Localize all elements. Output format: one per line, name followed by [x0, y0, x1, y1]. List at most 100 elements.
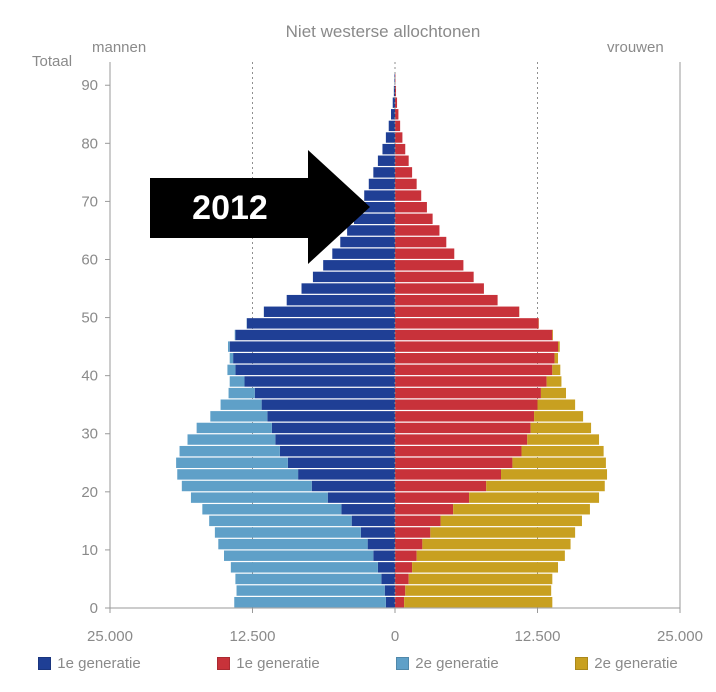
bar-men-1e-generatie: [246, 318, 395, 329]
x-tick-label: 25.000: [87, 628, 133, 645]
bar-men-2e-generatie: [210, 411, 268, 422]
left-side-label: mannen: [92, 39, 146, 56]
bar-women-2e-generatie: [534, 411, 584, 422]
bar-men-1e-generatie: [394, 74, 395, 85]
bar-women-1e-generatie: [395, 515, 441, 527]
bar-women-1e-generatie: [395, 504, 454, 515]
bar-women-2e-generatie: [412, 562, 559, 573]
bar-women-1e-generatie: [395, 294, 498, 306]
x-tick-label: 25.000: [657, 628, 703, 645]
plot-area: 0 10 20 30 40 50 60 70 80 90 25.000 12.500 0 12.500 25…: [81, 62, 703, 645]
bar-women-1e-generatie: [395, 445, 522, 457]
x-tick-label: 0: [391, 628, 399, 645]
bar-men-2e-generatie: [190, 492, 328, 503]
bar-women-1e-generatie: [395, 178, 417, 190]
arrow-head-icon: [308, 150, 370, 264]
bar-men-1e-generatie: [377, 155, 395, 166]
bar-women-1e-generatie: [395, 585, 406, 596]
legend-label: 2e generatie: [415, 654, 499, 672]
bar-men-1e-generatie: [360, 527, 395, 538]
bar-women-1e-generatie: [395, 538, 423, 550]
y-tick-label: 80: [81, 135, 98, 152]
bar-men-2e-generatie: [236, 585, 385, 596]
bar-women-1e-generatie: [395, 213, 433, 225]
bar-women-2e-generatie: [527, 434, 600, 445]
bar-men-2e-generatie: [227, 341, 230, 352]
bar-men-1e-generatie: [229, 341, 395, 352]
bar-men-2e-generatie: [227, 364, 236, 376]
bar-men-2e-generatie: [234, 596, 386, 608]
legend-item: 1e generatie: [217, 654, 320, 672]
bar-men-1e-generatie: [341, 504, 395, 515]
bar-men-1e-generatie: [368, 178, 395, 190]
bar-men-1e-generatie: [323, 260, 395, 271]
y-tick-label: 70: [81, 193, 98, 210]
bar-women-1e-generatie: [395, 190, 422, 201]
bar-men-1e-generatie: [298, 469, 395, 480]
legend-label: 1e generatie: [57, 654, 141, 672]
bar-men-1e-generatie: [377, 562, 395, 573]
bar-men-1e-generatie: [392, 97, 395, 108]
bar-women-1e-generatie: [395, 353, 555, 364]
bar-women-1e-generatie: [395, 596, 405, 608]
legend-label: 2e generatie: [594, 654, 678, 672]
bar-men-1e-generatie: [235, 329, 395, 341]
bar-men-2e-generatie: [179, 445, 280, 457]
year-annotation-arrow: 2012: [150, 150, 440, 265]
bar-women-1e-generatie: [395, 271, 474, 283]
bar-women-1e-generatie: [395, 167, 413, 178]
bar-women-2e-generatie: [408, 573, 553, 585]
y-tick-label: 60: [81, 251, 98, 268]
bar-men-2e-generatie: [229, 353, 234, 364]
bar-men-1e-generatie: [373, 167, 395, 178]
bar-men-1e-generatie: [327, 492, 395, 503]
bar-women-2e-generatie: [416, 550, 565, 561]
bar-women-1e-generatie: [395, 97, 398, 108]
bar-women-1e-generatie: [395, 341, 559, 352]
bar-women-1e-generatie: [395, 225, 440, 236]
bar-men-1e-generatie: [388, 120, 395, 132]
bar-men-1e-generatie: [287, 457, 395, 468]
bar-men-2e-generatie: [218, 538, 368, 550]
legend-item: 2e generatie: [575, 654, 678, 672]
bar-women-1e-generatie: [395, 422, 531, 434]
y-tick-label: 40: [81, 368, 98, 385]
bar-women-1e-generatie: [395, 236, 447, 248]
bar-women-2e-generatie: [430, 527, 576, 538]
legend-label: 1e generatie: [236, 654, 320, 672]
bar-women-1e-generatie: [395, 387, 541, 399]
bar-men-1e-generatie: [244, 376, 395, 387]
y-tick-label: 50: [81, 310, 98, 327]
bar-women-1e-generatie: [395, 480, 487, 492]
bar-men-1e-generatie: [311, 480, 395, 492]
bar-men-1e-generatie: [364, 190, 395, 201]
bar-women-2e-generatie: [558, 341, 560, 352]
bar-men-1e-generatie: [385, 132, 395, 143]
bar-women-1e-generatie: [395, 155, 409, 166]
bar-men-2e-generatie: [176, 457, 288, 468]
bar-men-1e-generatie: [233, 353, 395, 364]
bar-men-2e-generatie: [234, 329, 236, 341]
x-tick-label: 12.500: [515, 628, 561, 645]
bar-men-1e-generatie: [384, 585, 395, 596]
bar-men-2e-generatie: [220, 399, 262, 410]
bar-women-1e-generatie: [395, 120, 401, 132]
bar-men-1e-generatie: [351, 515, 395, 527]
bar-women-1e-generatie: [395, 364, 553, 376]
bar-women-1e-generatie: [395, 132, 403, 143]
bar-men-1e-generatie: [391, 109, 395, 120]
bar-women-1e-generatie: [395, 318, 539, 329]
bar-women-1e-generatie: [395, 202, 427, 213]
year-annotation-label: 2012: [150, 178, 310, 238]
y-tick-label: 20: [81, 484, 98, 501]
bar-women-2e-generatie: [404, 596, 553, 608]
bar-women-2e-generatie: [540, 387, 566, 399]
bar-women-2e-generatie: [486, 480, 605, 492]
bar-women-2e-generatie: [405, 585, 552, 596]
bar-women-2e-generatie: [453, 504, 590, 515]
chart-title: Niet westerse allochtonen: [286, 22, 481, 41]
bar-men-1e-generatie: [286, 294, 395, 306]
bar-women-1e-generatie: [395, 457, 513, 468]
